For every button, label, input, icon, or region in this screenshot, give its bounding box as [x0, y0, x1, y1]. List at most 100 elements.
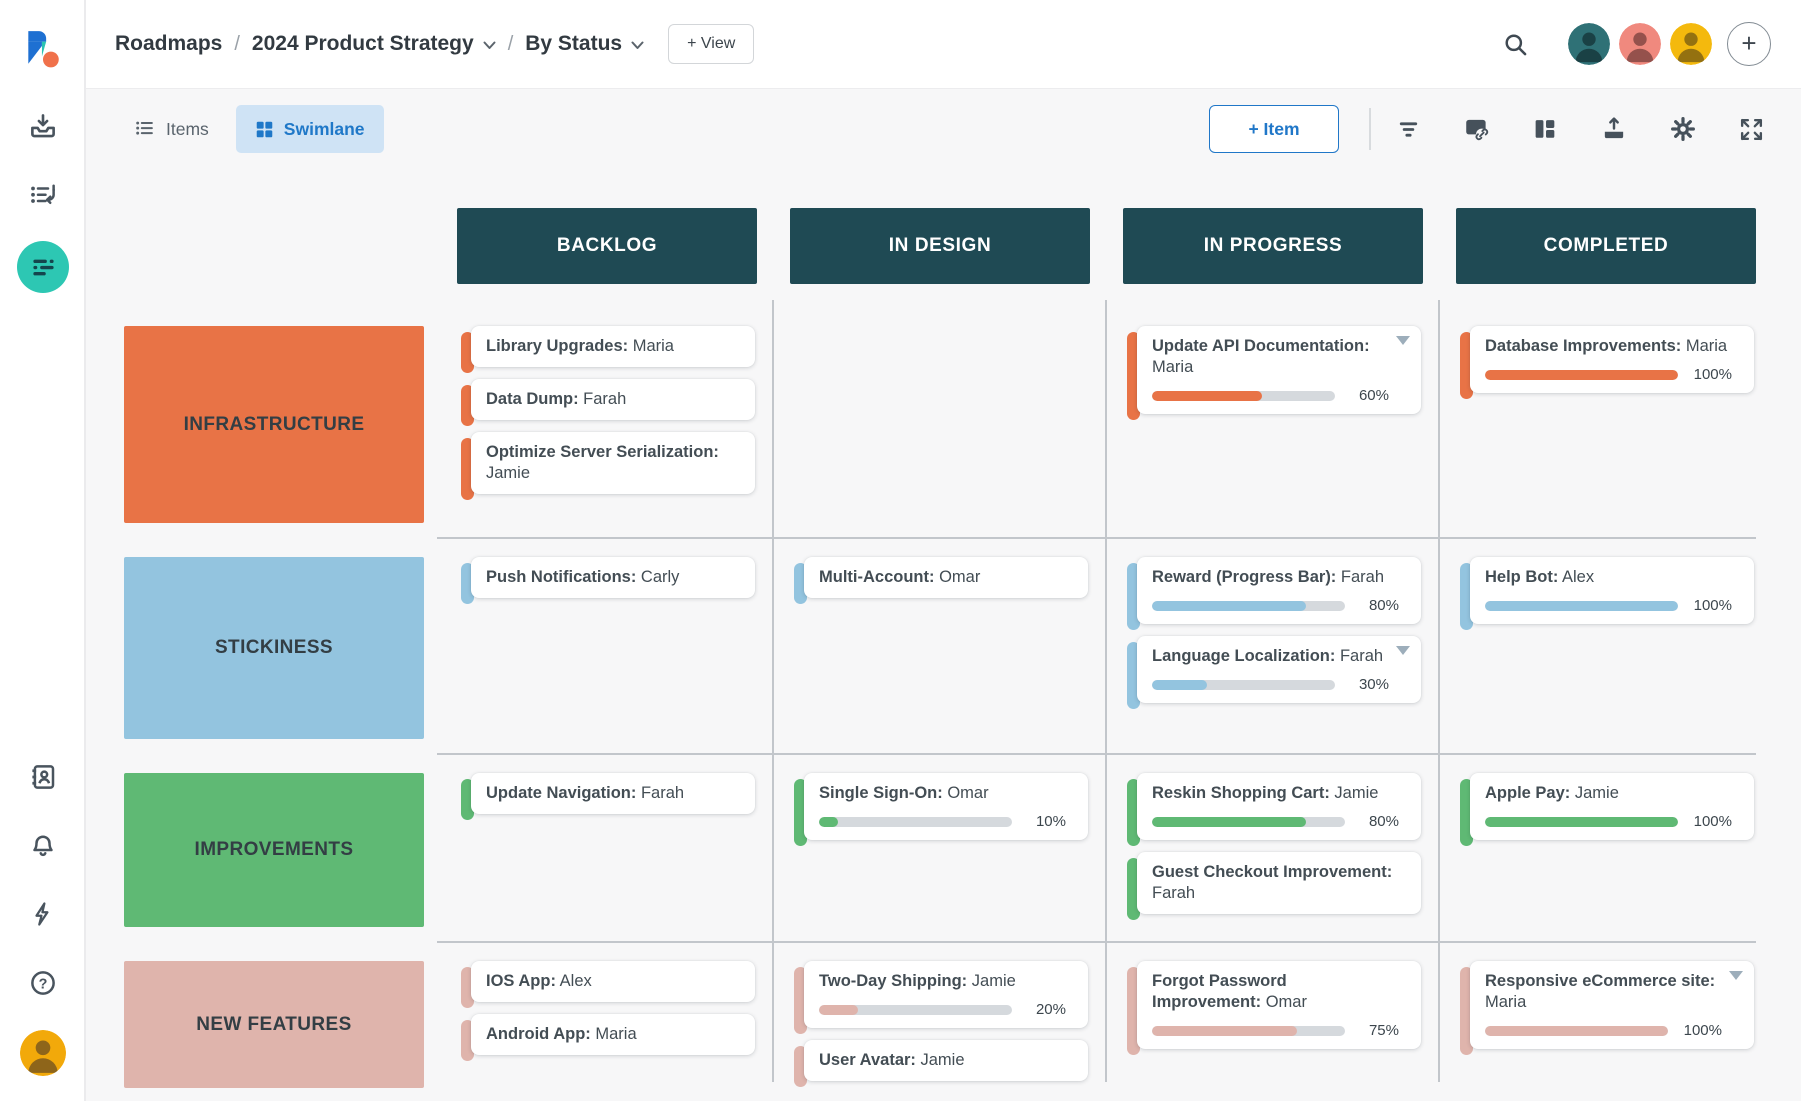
card-expand-caret[interactable]: [1729, 971, 1743, 980]
item-card[interactable]: Help Bot: Alex 100%: [1460, 557, 1754, 631]
card-title: IOS App: Alex: [486, 972, 592, 990]
avatar[interactable]: [1668, 21, 1714, 67]
card-expand-caret[interactable]: [1396, 646, 1410, 656]
item-card[interactable]: Update API Documentation: Maria 60%: [1127, 326, 1421, 421]
card-accent: [794, 779, 807, 847]
item-card[interactable]: Guest Checkout Improvement: Farah: [1127, 852, 1421, 921]
card-body: Update API Documentation: Maria 60%: [1137, 326, 1421, 415]
card-assignee: Omar: [934, 568, 981, 586]
avatar[interactable]: [1617, 21, 1663, 67]
card-assignee: Maria: [1485, 993, 1527, 1012]
item-card[interactable]: Android App: Maria: [461, 1014, 755, 1062]
progress-percent: 60%: [1358, 387, 1389, 405]
roadmaps-icon[interactable]: [17, 241, 69, 293]
card-assignee: Farah: [636, 784, 685, 802]
card-body: Language Localization: Farah 30%: [1137, 636, 1421, 704]
card-accent: [1460, 332, 1473, 400]
item-card[interactable]: Optimize Server Serialization: Jamie: [461, 432, 755, 501]
swimlane-row: NEW FEATURES IOS App: Alex Android App: Ma…: [124, 941, 1756, 1102]
card-title: Database Improvements: Maria: [1485, 337, 1728, 355]
progress-fill: [1152, 679, 1207, 690]
main-content: Items Swimlane + Item: [86, 88, 1801, 1101]
breadcrumb-view[interactable]: By Status: [525, 32, 644, 56]
card-assignee: Maria: [590, 1025, 637, 1044]
item-card[interactable]: IOS App: Alex: [461, 961, 755, 1009]
progress-fill: [1485, 1025, 1668, 1036]
linked-items-icon[interactable]: [1463, 115, 1491, 143]
row-label-cell: INFRASTRUCTURE: [124, 306, 424, 537]
column-header: BACKLOG: [457, 208, 757, 284]
card-body: Multi-Account: Omar: [804, 557, 1088, 599]
search-icon[interactable]: [1502, 31, 1529, 58]
card-body: Responsive eCommerce site: Maria 100%: [1470, 961, 1754, 1050]
row-label-cell: STICKINESS: [124, 537, 424, 753]
import-icon[interactable]: [21, 104, 65, 148]
card-accent: [461, 385, 474, 427]
item-card[interactable]: Two-Day Shipping: Jamie 20%: [794, 961, 1088, 1035]
card-body: IOS App: Alex: [471, 961, 755, 1003]
progress-track: [1152, 1025, 1345, 1036]
help-icon[interactable]: ?: [21, 961, 65, 1005]
item-card[interactable]: Apple Pay: Jamie 100%: [1460, 773, 1754, 847]
card-body: Reskin Shopping Cart: Jamie 80%: [1137, 773, 1421, 841]
reviews-icon[interactable]: [21, 174, 65, 218]
item-card[interactable]: Database Improvements: Maria 100%: [1460, 326, 1754, 400]
tab-swimlane[interactable]: Swimlane: [235, 105, 384, 153]
progress-bar: 80%: [1152, 813, 1399, 830]
board-cell: Help Bot: Alex 100%: [1456, 537, 1756, 753]
swimlane-layout-icon[interactable]: [1532, 116, 1559, 143]
item-card[interactable]: Update Navigation: Farah: [461, 773, 755, 821]
add-view-button[interactable]: + View: [668, 24, 755, 64]
app-logo[interactable]: [22, 28, 64, 70]
card-title: Reskin Shopping Cart: Jamie: [1152, 784, 1379, 802]
card-body: Guest Checkout Improvement: Farah: [1137, 852, 1421, 915]
item-card[interactable]: Language Localization: Farah 30%: [1127, 636, 1421, 710]
board-cell: Reskin Shopping Cart: Jamie 80% Guest Chec…: [1123, 753, 1423, 941]
export-icon[interactable]: [1600, 115, 1628, 143]
add-item-button[interactable]: + Item: [1209, 105, 1339, 153]
settings-icon[interactable]: [1669, 115, 1697, 143]
item-card[interactable]: Data Dump: Farah: [461, 379, 755, 427]
user-avatar[interactable]: [20, 1030, 66, 1076]
chevron-down-icon: [631, 41, 644, 49]
notifications-icon[interactable]: [21, 823, 65, 867]
progress-bar: 75%: [1152, 1022, 1399, 1039]
filter-icon[interactable]: [1395, 116, 1422, 143]
board-rows: INFRASTRUCTURE Library Upgrades: Maria Dat…: [124, 306, 1756, 1102]
item-card[interactable]: Single Sign-On: Omar 10%: [794, 773, 1088, 847]
card-assignee: Farah: [1152, 884, 1196, 903]
item-card[interactable]: User Avatar: Jamie: [794, 1040, 1088, 1088]
card-body: Forgot Password Improvement: Omar 75%: [1137, 961, 1421, 1050]
item-card[interactable]: Push Notifications: Carly: [461, 557, 755, 605]
item-card[interactable]: Responsive eCommerce site: Maria 100%: [1460, 961, 1754, 1056]
item-card[interactable]: Library Upgrades: Maria: [461, 326, 755, 374]
item-card[interactable]: Reskin Shopping Cart: Jamie 80%: [1127, 773, 1421, 847]
card-assignee: Jamie: [486, 464, 531, 483]
progress-fill: [1152, 600, 1307, 611]
tab-items[interactable]: Items: [115, 105, 228, 153]
card-assignee: Carly: [636, 568, 680, 586]
accounts-icon[interactable]: [21, 755, 65, 799]
progress-fill: [1485, 369, 1678, 380]
progress-percent: 100%: [1683, 1022, 1722, 1040]
item-card[interactable]: Forgot Password Improvement: Omar 75%: [1127, 961, 1421, 1056]
progress-fill: [1152, 816, 1307, 827]
add-collaborator-button[interactable]: +: [1727, 22, 1771, 66]
activity-icon[interactable]: [21, 892, 65, 936]
avatar[interactable]: [1566, 21, 1612, 67]
card-accent: [461, 332, 474, 374]
card-assignee: Jamie: [967, 972, 1016, 990]
card-expand-caret[interactable]: [1396, 336, 1410, 345]
card-assignee: Maria: [1152, 358, 1194, 377]
collaborator-avatars: [1561, 21, 1714, 67]
item-card[interactable]: Reward (Progress Bar): Farah 80%: [1127, 557, 1421, 631]
card-title: Push Notifications: Carly: [486, 568, 680, 586]
progress-percent: 30%: [1358, 676, 1389, 694]
item-card[interactable]: Multi-Account: Omar: [794, 557, 1088, 605]
fullscreen-icon[interactable]: [1738, 116, 1765, 143]
breadcrumb-roadmaps[interactable]: Roadmaps: [115, 32, 223, 55]
grid-line: [772, 300, 774, 1082]
progress-track: [1485, 369, 1678, 380]
breadcrumb-project[interactable]: 2024 Product Strategy: [252, 32, 496, 56]
grid-line: [437, 941, 1756, 943]
